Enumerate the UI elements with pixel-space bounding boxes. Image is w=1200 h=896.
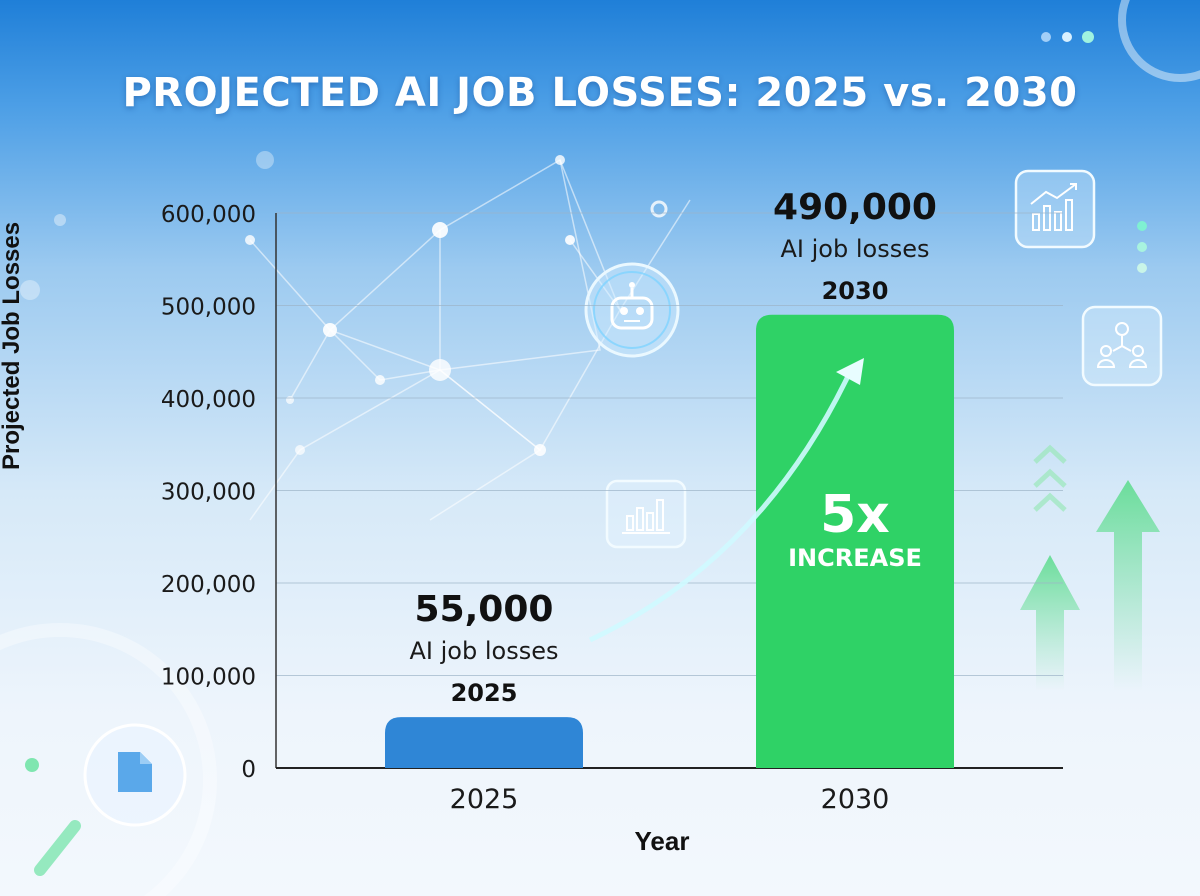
increase-multiplier: 5x (820, 485, 890, 545)
annotation-text: AI job losses (410, 637, 559, 665)
y-tick-label: 0 (241, 757, 256, 783)
annotation-year: 2025 (451, 679, 518, 707)
bar-2030 (756, 314, 954, 768)
bar-2025 (385, 717, 583, 768)
increase-label: INCREASE (788, 544, 922, 572)
annotation-year: 2030 (822, 277, 889, 305)
y-tick-label: 400,000 (161, 387, 256, 413)
annotation-value: 490,000 (773, 187, 937, 228)
robot-icon (584, 262, 680, 358)
x-tick-label: 2025 (450, 784, 519, 815)
bar-chart-icon (605, 479, 687, 549)
y-tick-label: 100,000 (161, 665, 256, 691)
annotation-value: 55,000 (415, 589, 554, 630)
growth-chart-icon (1014, 169, 1096, 249)
growth-arrow (588, 370, 853, 643)
y-tick-label: 600,000 (161, 202, 256, 228)
chart-title: PROJECTED AI JOB LOSSES: 2025 vs. 2030 (122, 70, 1078, 116)
document-icon (0, 623, 217, 896)
y-axis-title: Projected Job Losses (0, 221, 25, 470)
x-axis-title: Year (634, 826, 690, 856)
y-tick-label: 200,000 (161, 572, 256, 598)
team-network-icon (1081, 305, 1163, 387)
growth-arrow-head (836, 358, 864, 385)
y-tick-label: 300,000 (161, 480, 256, 506)
up-arrow-icon (1020, 444, 1160, 690)
annotation-text: AI job losses (781, 235, 930, 263)
y-tick-label: 500,000 (161, 295, 256, 321)
x-tick-label: 2030 (821, 784, 890, 815)
